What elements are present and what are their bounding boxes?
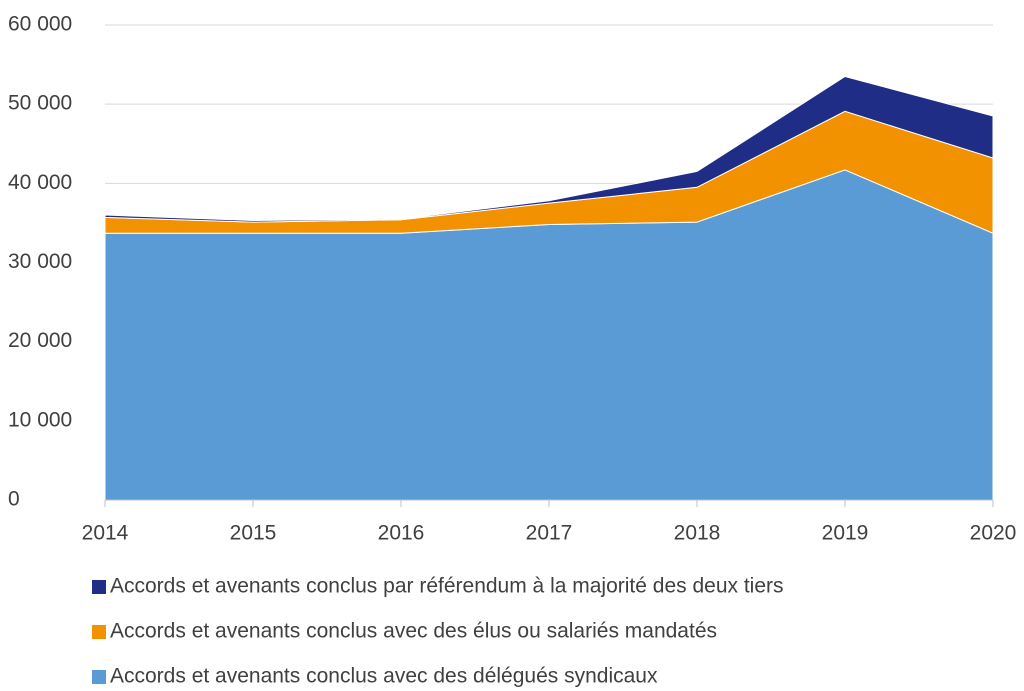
legend-swatch xyxy=(92,580,106,594)
y-tick-label: 30 000 xyxy=(8,250,72,273)
legend-label: Accords et avenants conclus par référend… xyxy=(110,575,784,598)
y-tick-label: 40 000 xyxy=(8,171,72,194)
legend-label: Accords et avenants conclus avec des dél… xyxy=(110,665,658,688)
legend-swatch xyxy=(92,625,106,639)
x-tick-label: 2018 xyxy=(674,522,721,545)
y-tick-label: 20 000 xyxy=(8,329,72,352)
legend-label: Accords et avenants conclus avec des élu… xyxy=(110,620,717,643)
x-tick-label: 2015 xyxy=(230,522,277,545)
x-tick-label: 2019 xyxy=(822,522,869,545)
x-tick-label: 2014 xyxy=(82,522,129,545)
x-tick-label: 2017 xyxy=(526,522,573,545)
y-tick-label: 10 000 xyxy=(8,408,72,431)
y-tick-label: 0 xyxy=(8,488,20,511)
x-tick-label: 2016 xyxy=(378,522,425,545)
x-tick-label: 2020 xyxy=(970,522,1017,545)
y-tick-label: 60 000 xyxy=(8,13,72,36)
y-tick-label: 50 000 xyxy=(8,92,72,115)
area xyxy=(104,75,994,223)
legend-swatch xyxy=(92,670,106,684)
